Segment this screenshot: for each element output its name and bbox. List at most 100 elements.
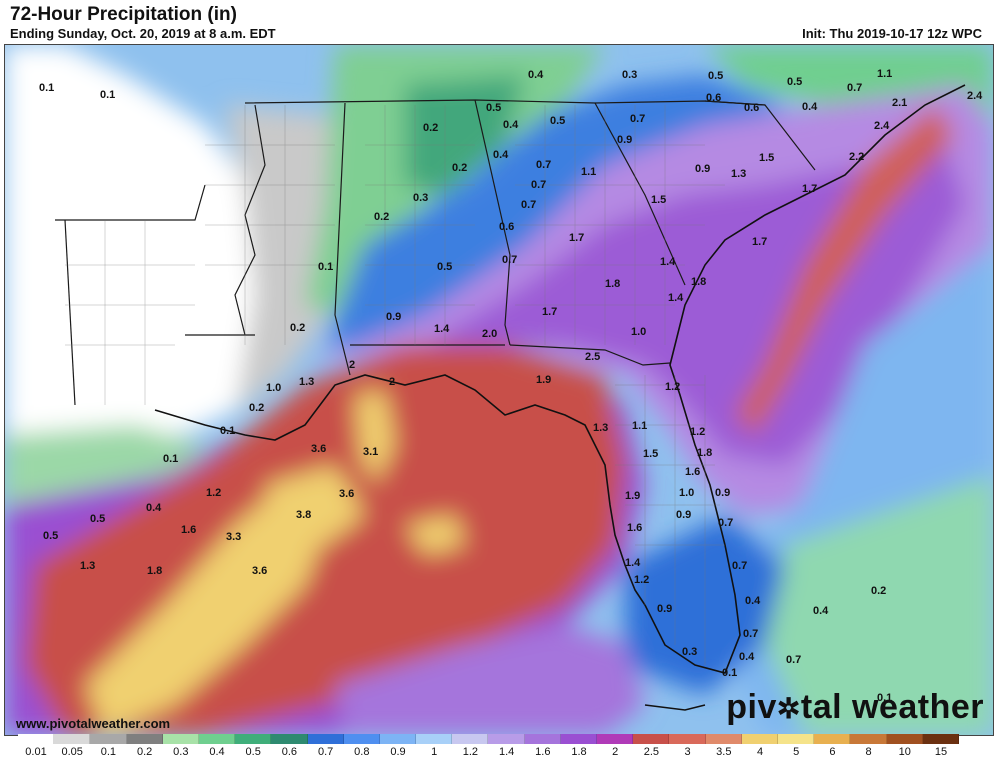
precip-value-label: 0.7 [531, 179, 546, 191]
precip-value-label: 0.9 [386, 311, 401, 323]
precip-value-label: 3.1 [363, 446, 378, 458]
map-title: 72-Hour Precipitation (in) [10, 4, 237, 25]
precip-value-label: 1.4 [434, 323, 450, 335]
website-url: www.pivotalweather.com [16, 716, 171, 731]
precip-value-label: 0.2 [452, 162, 467, 174]
precip-value-label: 1.7 [752, 236, 767, 248]
precip-value-label: 0.9 [695, 163, 710, 175]
legend-swatch [235, 734, 272, 744]
legend-tick-label: 0.8 [354, 746, 370, 758]
legend-tick-label: 1 [431, 746, 438, 758]
precip-value-label: 1.3 [731, 168, 746, 180]
state-borders [55, 99, 816, 406]
precip-value-label: 2.4 [874, 120, 890, 132]
precip-value-label: 3.6 [252, 565, 267, 577]
precip-value-label: 2.2 [849, 151, 864, 163]
legend-swatch [18, 734, 55, 744]
precip-value-label: 0.1 [877, 692, 892, 704]
precip-value-label: 1.4 [625, 557, 641, 569]
precip-value-label: 0.6 [706, 92, 721, 104]
precip-value-label: 1.7 [802, 183, 817, 195]
precip-value-label: 0.1 [318, 261, 333, 273]
precip-value-label: 3.8 [296, 509, 311, 521]
precip-value-label: 1.5 [759, 152, 774, 164]
precip-value-label: 0.7 [847, 82, 862, 94]
precip-value-label: 0.9 [676, 509, 691, 521]
legend-swatch [597, 734, 634, 744]
legend-swatch [777, 734, 815, 744]
legend-swatch [416, 734, 453, 744]
precip-value-label: 0.2 [249, 402, 264, 414]
legend-tick-label: 0.01 [25, 746, 47, 758]
precip-value-label: 1.1 [632, 420, 647, 432]
legend-tick-label: 0.2 [136, 746, 153, 758]
precip-value-label: 1.9 [536, 374, 551, 386]
precip-value-label: 0.4 [813, 605, 829, 617]
pivotal-weather-logo: piv✲tal weather [726, 688, 984, 727]
precip-value-label: 0.7 [743, 628, 758, 640]
legend-tick-label: 15 [934, 746, 948, 758]
precip-value-label: 3.3 [226, 531, 241, 543]
precip-value-label: 1.7 [569, 232, 584, 244]
legend-swatch [922, 734, 959, 744]
legend-swatch [198, 734, 236, 744]
precip-value-label: 1.4 [660, 256, 676, 268]
precip-value-label: 0.5 [550, 115, 565, 127]
precip-value-label: 0.3 [622, 69, 637, 81]
legend-swatch [850, 734, 887, 744]
precip-value-label: 1.6 [685, 466, 700, 478]
precip-value-label: 0.3 [682, 646, 697, 658]
legend-swatch [488, 734, 525, 744]
legend-tick-label: 0.6 [281, 746, 298, 758]
legend-swatch [633, 734, 670, 744]
legend-swatch [669, 734, 706, 744]
precip-value-label: 1.6 [181, 524, 196, 536]
precip-value-label: 0.7 [502, 254, 517, 266]
legend-tick-label: 2.5 [643, 746, 660, 758]
precip-value-label: 3.6 [311, 443, 326, 455]
precip-value-label: 0.2 [871, 585, 886, 597]
precip-value-label: 1.3 [593, 422, 608, 434]
legend-swatch [162, 734, 199, 744]
precip-value-label: 0.9 [617, 134, 632, 146]
precip-value-label: 0.5 [486, 102, 501, 114]
legend-swatch [560, 734, 597, 744]
precip-value-label: 0.1 [163, 453, 178, 465]
precip-value-label: 1.2 [206, 487, 221, 499]
precip-value-label: 0.6 [499, 221, 514, 233]
precip-value-label: 1.9 [625, 490, 640, 502]
precip-value-label: 1.5 [651, 194, 666, 206]
precip-value-label: 3.6 [339, 488, 354, 500]
legend-tick-labels: 0.01 0.05 0.1 0.2 0.3 0.4 0.5 0.6 0.7 0.8 0.9 1 1.2 1… [4, 746, 992, 764]
legend-swatch [271, 734, 308, 744]
precip-value-label: 2.0 [482, 328, 497, 340]
legend-swatch [379, 734, 417, 744]
legend-tick-label: 8 [865, 746, 872, 758]
legend-tick-label: 1.2 [462, 746, 479, 758]
precip-value-label: 1.4 [668, 292, 684, 304]
brand-text-left: piv [726, 688, 777, 726]
precip-value-label: 1.1 [877, 68, 892, 80]
county-borders [65, 105, 725, 665]
legend-tick-label: 1.6 [535, 746, 551, 758]
precip-value-label: 0.4 [528, 69, 544, 81]
precip-value-label: 1.1 [581, 166, 596, 178]
precip-value-label: 1.0 [679, 487, 694, 499]
precip-value-label: 1.6 [627, 522, 642, 534]
precip-value-label: 0.3 [413, 192, 428, 204]
color-legend: 0.01 0.05 0.1 0.2 0.3 0.4 0.5 0.6 0.7 0.8 0.9 1 1.2 1… [4, 734, 992, 774]
precip-value-label: 0.5 [787, 76, 802, 88]
precip-value-label: 0.7 [786, 654, 801, 666]
brand-text-right: tal weather [800, 688, 984, 726]
precip-value-label: 0.6 [744, 102, 759, 114]
legend-swatch [54, 734, 91, 744]
precip-value-label: 0.2 [374, 211, 389, 223]
legend-swatch [705, 734, 742, 744]
legend-swatch [741, 734, 778, 744]
legend-swatch [814, 734, 851, 744]
precip-value-label: 1.8 [697, 447, 712, 459]
precip-value-label: 0.9 [657, 603, 672, 615]
precip-value-label: 0.7 [718, 517, 733, 529]
precip-value-label: 0.1 [39, 82, 54, 94]
precip-value-label: 0.4 [503, 119, 519, 131]
